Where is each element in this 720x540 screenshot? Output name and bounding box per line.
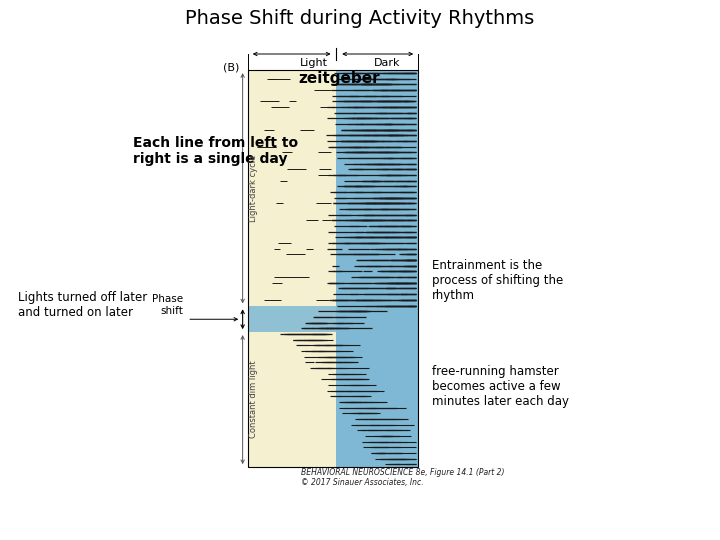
Text: Phase Shift during Activity Rhythms: Phase Shift during Activity Rhythms: [185, 9, 535, 29]
Text: BEHAVIORAL NEUROSCIENCE 8e, Figure 14.1 (Part 2)
© 2017 Sinauer Associates, Inc.: BEHAVIORAL NEUROSCIENCE 8e, Figure 14.1 …: [301, 468, 505, 487]
Bar: [336, 70, 418, 467]
Bar: [248, 306, 345, 332]
Text: Light: Light: [300, 58, 328, 68]
Text: Entrainment is the
process of shifting the
rhythm: Entrainment is the process of shifting t…: [432, 259, 563, 302]
Text: Lights turned off later
and turned on later: Lights turned off later and turned on la…: [18, 291, 148, 319]
Text: Constant dim light: Constant dim light: [249, 361, 258, 438]
Bar: [248, 70, 336, 467]
Text: Phase
shift: Phase shift: [153, 294, 184, 316]
Text: (B): (B): [223, 63, 240, 72]
Bar: [248, 70, 418, 467]
Text: Dark: Dark: [374, 58, 400, 68]
Text: free-running hamster
becomes active a few
minutes later each day: free-running hamster becomes active a fe…: [432, 364, 569, 408]
Text: Light-dark cycle: Light-dark cycle: [249, 154, 258, 222]
Text: zeitgeber: zeitgeber: [299, 71, 380, 86]
Text: Each line from left to
right is a single day: Each line from left to right is a single…: [133, 136, 298, 166]
